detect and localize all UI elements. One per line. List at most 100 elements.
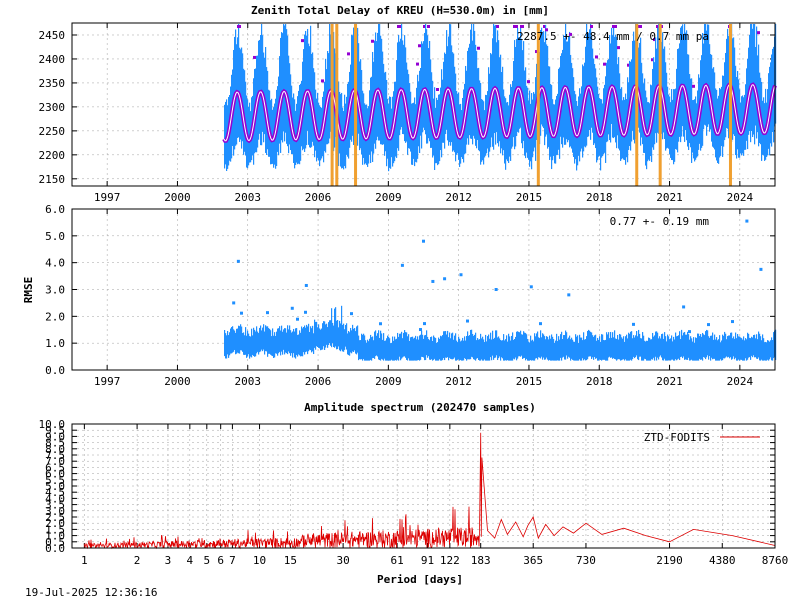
rmse-data-point — [330, 320, 332, 346]
rmse-outlier-point — [529, 285, 533, 289]
rmse-data-point — [678, 335, 680, 359]
spectrum-x-tick-label: 15 — [284, 554, 297, 567]
rmse-data-point — [395, 339, 397, 361]
ztd-data-point — [352, 35, 354, 136]
rmse-data-point — [406, 332, 408, 360]
rmse-data-point — [727, 336, 729, 358]
rmse-data-point — [269, 328, 271, 354]
rmse-data-point — [417, 336, 419, 361]
rmse-data-point — [228, 335, 230, 358]
rmse-data-point — [227, 330, 229, 355]
rmse-y-tick-label: 6.0 — [45, 203, 65, 216]
rmse-data-point — [596, 340, 598, 359]
rmse-data-point — [620, 334, 622, 361]
rmse-data-point — [238, 325, 240, 354]
rmse-data-point — [582, 340, 584, 359]
rmse-data-point — [492, 330, 494, 356]
rmse-data-point — [367, 339, 369, 361]
rmse-data-point — [256, 326, 258, 354]
rmse-data-point — [581, 337, 583, 361]
rmse-data-point — [722, 334, 724, 361]
ztd-data-point — [497, 30, 499, 144]
rmse-data-point — [493, 338, 495, 360]
ztd-offset-marker — [536, 24, 540, 186]
rmse-data-point — [240, 324, 242, 351]
rmse-data-point — [749, 337, 751, 358]
rmse-data-point — [464, 336, 466, 359]
rmse-data-point — [339, 320, 341, 351]
rmse-data-point — [538, 337, 540, 358]
ztd-data-point — [426, 29, 428, 144]
ztd-outlier-point — [612, 25, 615, 28]
rmse-data-point — [775, 329, 777, 361]
rmse-x-tick-label: 2024 — [727, 375, 754, 388]
rmse-data-point — [707, 323, 710, 327]
ztd-data-point — [473, 24, 475, 136]
rmse-data-point — [287, 325, 289, 355]
rmse-data-point — [513, 339, 515, 359]
ztd-data-point — [708, 24, 710, 125]
rmse-data-point — [643, 335, 645, 361]
ztd-data-point — [565, 24, 567, 145]
rmse-data-point — [664, 332, 666, 359]
rmse-data-point — [340, 323, 342, 352]
rmse-data-point — [622, 338, 624, 360]
rmse-data-point — [519, 332, 521, 357]
rmse-data-point — [421, 330, 423, 357]
rmse-data-point — [599, 336, 601, 360]
rmse-data-point — [240, 311, 243, 315]
rmse-data-point — [748, 333, 750, 358]
ztd-data-point — [317, 92, 319, 158]
rmse-data-point — [448, 337, 450, 361]
rmse-data-point — [368, 341, 370, 361]
rmse-data-point — [517, 331, 519, 359]
rmse-data-point — [632, 322, 635, 326]
rmse-data-point — [637, 336, 639, 360]
ztd-y-tick-label: 2400 — [39, 53, 66, 66]
rmse-data-point — [636, 331, 638, 356]
rmse-data-point — [518, 331, 520, 357]
rmse-data-point — [430, 337, 432, 360]
ztd-data-point — [471, 24, 473, 139]
ztd-data-point — [379, 24, 381, 141]
rmse-x-tick-label: 2006 — [305, 375, 332, 388]
rmse-data-point — [412, 336, 414, 361]
rmse-data-point — [321, 328, 323, 350]
rmse-data-point — [565, 330, 567, 360]
ztd-data-point — [568, 36, 570, 141]
rmse-data-point — [630, 331, 632, 360]
rmse-data-point — [693, 337, 695, 361]
ztd-data-point — [664, 46, 666, 140]
rmse-data-point — [306, 324, 308, 352]
ztd-offset-marker — [354, 24, 358, 186]
rmse-data-point — [598, 339, 600, 361]
spectrum-y-tick-label: 9.0 — [45, 430, 65, 443]
ztd-y-tick-label: 2450 — [39, 29, 66, 42]
rmse-data-point — [567, 338, 569, 359]
rmse-data-point — [717, 340, 719, 361]
rmse-data-point — [477, 338, 479, 359]
rmse-data-point — [234, 330, 236, 350]
ztd-data-point — [613, 26, 615, 139]
rmse-data-point — [711, 335, 713, 358]
rmse-data-point — [561, 331, 563, 361]
rmse-data-point — [578, 343, 580, 361]
rmse-data-point — [358, 335, 360, 361]
rmse-data-point — [454, 335, 456, 358]
rmse-data-point — [443, 331, 445, 358]
rmse-outlier-point — [232, 301, 236, 305]
rmse-data-point — [753, 335, 755, 356]
rmse-data-point — [337, 320, 339, 350]
ztd-outlier-point — [527, 80, 530, 84]
rmse-data-point — [729, 335, 731, 359]
rmse-data-point — [302, 328, 304, 357]
rmse-y-tick-label: 3.0 — [45, 284, 65, 297]
rmse-data-point — [473, 335, 475, 360]
rmse-data-point — [410, 337, 412, 361]
ztd-data-point — [224, 104, 226, 169]
ztd-data-point — [704, 24, 706, 125]
rmse-data-point — [316, 321, 318, 347]
rmse-data-point — [370, 334, 372, 360]
ztd-data-point — [281, 32, 283, 141]
ztd-offset-marker — [335, 24, 339, 186]
